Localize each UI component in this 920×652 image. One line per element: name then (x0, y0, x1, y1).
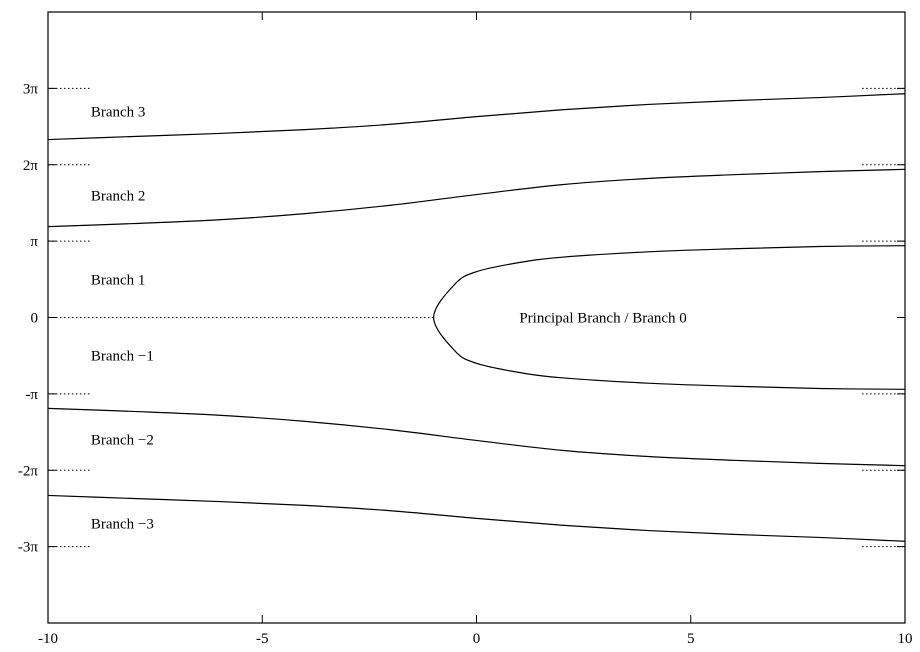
y-tick-label: 2π (23, 158, 39, 174)
series-line-3 (47, 407, 906, 467)
y-tick-label: -3π (18, 540, 38, 556)
series-line-4 (47, 494, 906, 542)
series-line-1 (47, 168, 906, 228)
branch-label-5: Branch −3 (91, 517, 154, 533)
branch-label-0: Branch 3 (91, 104, 146, 120)
x-tick-label: 5 (687, 631, 695, 647)
series-line-2 (433, 245, 906, 390)
y-tick-label: 0 (31, 311, 39, 327)
x-tick-label: -5 (256, 631, 269, 647)
x-tick-label: 0 (473, 631, 481, 647)
branch-labels: Branch 3 Branch 2 Branch 1 Branch −1 Branch … (91, 104, 687, 532)
axis-tick-labels: -10 -5 0 5 10 3π 2π π 0 -π -2π -3π (18, 81, 913, 647)
branch-label-4: Branch −2 (91, 433, 154, 449)
plot-frame (47, 11, 906, 624)
y-tick-label: π (30, 234, 38, 250)
x-tick-label: -10 (38, 631, 58, 647)
branch-label-2: Branch 1 (91, 272, 146, 288)
x-tick-label: 10 (898, 631, 913, 647)
branch-label-6: Principal Branch / Branch 0 (519, 311, 686, 327)
branch-label-3: Branch −1 (91, 349, 154, 365)
y-tick-label: -2π (18, 463, 38, 479)
guide-lines (48, 87, 905, 548)
branch-curves (47, 93, 906, 542)
y-tick-label: 3π (23, 81, 39, 97)
series-line-0 (47, 93, 906, 141)
y-tick-label: -π (25, 387, 38, 403)
branch-label-1: Branch 2 (91, 188, 146, 204)
